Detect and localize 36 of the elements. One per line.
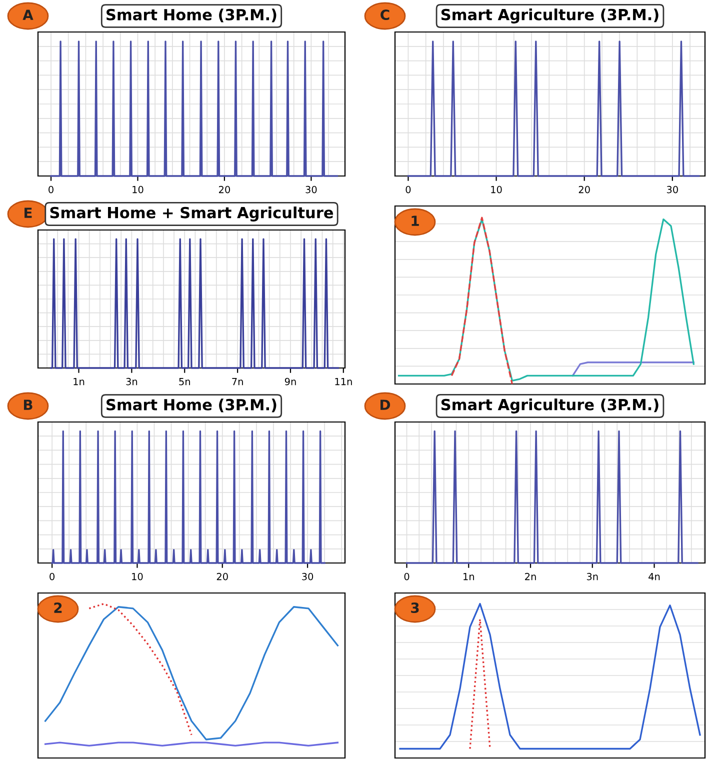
annotation: 2 <box>54 602 62 613</box>
chart-title: Smart Home + Smart Agriculture <box>50 206 334 222</box>
x-tick-label: 20 <box>216 572 228 580</box>
x-tick-label: 10 <box>132 572 143 580</box>
chart-title: Smart Agriculture (3P.M.) <box>441 398 658 414</box>
x-tick-label: 30 <box>666 186 678 194</box>
x-tick-label: 0 <box>48 186 54 194</box>
chart-title: Smart Agriculture (3P.M.) <box>441 8 658 24</box>
x-tick-label: 11n <box>335 378 352 386</box>
x-tick-label: 9n <box>284 378 296 386</box>
x-tick-label: 10 <box>491 186 502 194</box>
annotation: 3 <box>411 602 419 614</box>
x-tick-label: 3n <box>586 572 598 580</box>
x-tick-label: 0 <box>50 572 54 580</box>
x-tick-label: 2n <box>525 572 536 580</box>
x-tick-label: 5n <box>179 378 190 386</box>
x-tick-label: 20 <box>578 186 590 194</box>
x-tick-label: 4n <box>648 573 660 580</box>
x-tick-label: 0 <box>404 572 410 580</box>
chart-title: Smart Home (3P.M.) <box>106 398 276 412</box>
text: B <box>24 400 32 410</box>
x-tick-label: 30 <box>302 572 314 580</box>
text: D <box>380 400 390 410</box>
x-tick-label: 3n <box>126 378 138 386</box>
chart-title: Smart Home (3P.M.) <box>106 8 276 22</box>
x-tick-label: 7n <box>232 378 243 386</box>
x-tick-label: 0 <box>406 186 411 194</box>
x-tick-label: 1n <box>74 378 84 386</box>
annotation: 1 <box>412 216 419 226</box>
text: E <box>24 208 32 218</box>
x-tick-label: 30 <box>306 186 317 194</box>
x-tick-label: 10 <box>132 186 144 194</box>
x-tick-label: 1n <box>464 573 474 580</box>
x-tick-label: 20 <box>218 186 230 194</box>
text: C <box>380 10 390 20</box>
text: A <box>22 10 34 20</box>
